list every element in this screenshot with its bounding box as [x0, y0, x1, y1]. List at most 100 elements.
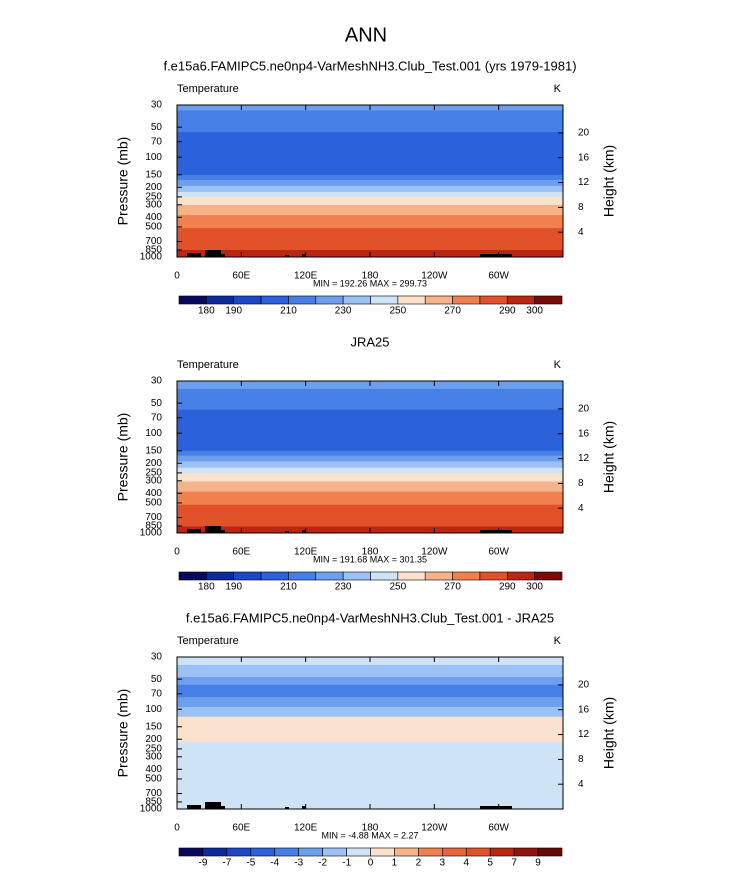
y2-axis-title: Height (km) [601, 145, 617, 217]
y2-tick-label: 20 [578, 404, 590, 415]
colorbar-label: 190 [225, 306, 242, 317]
contour-band [177, 684, 563, 698]
y2-tick-label: 16 [578, 152, 590, 163]
colorbar-label: -2 [318, 858, 327, 869]
x-tick-label: 120E [294, 547, 318, 558]
panel: f.e15a6.FAMIPC5.ne0np4-VarMeshNH3.Club_T… [115, 610, 617, 868]
y2-tick-label: 4 [578, 227, 584, 238]
colorbar-box [465, 847, 491, 857]
colorbar-label: 250 [390, 306, 407, 317]
y2-tick-label: 12 [578, 729, 590, 740]
x-tick-label: 0 [174, 823, 180, 834]
contour-band [177, 132, 563, 176]
x-tick-label: 60E [232, 271, 250, 282]
x-tick-label: 60E [232, 823, 250, 834]
y-tick-label: 30 [151, 652, 163, 663]
contour-band [177, 110, 563, 133]
colorbar-label: -3 [294, 858, 303, 869]
stats-label: MIN = 191.68 MAX = 301.35 [313, 554, 427, 564]
y-tick-label: 70 [151, 136, 163, 147]
y-tick-label: 150 [145, 169, 162, 180]
x-tick-label: 180 [362, 547, 379, 558]
colorbar-box [534, 295, 563, 305]
stats-label: MIN = -4.88 MAX = 2.27 [321, 830, 418, 840]
colorbar-box [479, 295, 508, 305]
colorbar-label: 180 [198, 582, 215, 593]
y2-tick-label: 4 [578, 779, 584, 790]
contour-band [177, 179, 563, 187]
colorbar-label: 290 [499, 306, 516, 317]
y-tick-label: 30 [151, 376, 163, 387]
y2-tick-label: 16 [578, 428, 590, 439]
contour-band [177, 706, 563, 718]
colorbar-box [534, 571, 563, 581]
topography [221, 254, 225, 257]
colorbar-box [418, 847, 443, 857]
y2-axis-title: Height (km) [601, 697, 617, 769]
x-tick-label: 120E [294, 271, 318, 282]
contour-band [177, 716, 563, 743]
y-tick-label: 150 [145, 445, 162, 456]
topography [221, 806, 225, 809]
y-axis-title: Pressure (mb) [115, 413, 131, 502]
colorbar-box [452, 295, 481, 305]
topography [205, 526, 221, 533]
topography [285, 255, 289, 257]
y2-tick-label: 4 [578, 503, 584, 514]
x-tick-label: 60E [232, 547, 250, 558]
stats-label: MIN = 192.26 MAX = 299.73 [313, 278, 427, 288]
x-tick-label: 120W [421, 271, 448, 282]
colorbar-label: 3 [440, 858, 446, 869]
contour-band [177, 461, 563, 469]
colorbar-box [537, 847, 563, 857]
colorbar-label: 230 [335, 582, 352, 593]
colorbar-box [178, 295, 207, 305]
colorbar-label: 230 [335, 306, 352, 317]
units-label: K [554, 83, 562, 95]
y-tick-label: 700 [145, 236, 162, 247]
y2-tick-label: 20 [578, 128, 590, 139]
contour-band [177, 455, 563, 462]
colorbar-box [226, 847, 252, 857]
colorbar-box [442, 847, 467, 857]
panel-title: f.e15a6.FAMIPC5.ne0np4-VarMeshNH3.Club_T… [186, 610, 554, 625]
colorbar-label: 0 [368, 858, 374, 869]
contour-band [177, 185, 563, 193]
topography [285, 531, 289, 533]
y-axis-title: Pressure (mb) [115, 689, 131, 778]
contour-band [177, 473, 563, 482]
colorbar-label: -9 [198, 858, 207, 869]
topography [187, 805, 201, 809]
x-tick-label: 180 [362, 823, 379, 834]
y-tick-label: 400 [145, 488, 162, 499]
y-tick-label: 200 [145, 458, 162, 469]
y-tick-label: 50 [151, 398, 163, 409]
topography [302, 806, 306, 809]
contour-band [177, 191, 563, 198]
topography [480, 530, 512, 533]
colorbar-label: 250 [390, 582, 407, 593]
y-tick-label: 850 [145, 521, 162, 532]
y-tick-label: 400 [145, 212, 162, 223]
x-tick-label: 120W [421, 823, 448, 834]
topography [221, 530, 225, 533]
colorbar-label: 4 [463, 858, 469, 869]
y-tick-label: 250 [145, 744, 162, 755]
y-tick-label: 70 [151, 412, 163, 423]
colorbar-label: 190 [225, 582, 242, 593]
colorbar-box [202, 847, 228, 857]
colorbar-box [315, 571, 344, 581]
colorbar-box [424, 571, 453, 581]
y-tick-label: 700 [145, 788, 162, 799]
colorbar-box [233, 571, 262, 581]
y-tick-label: 50 [151, 122, 163, 133]
colorbar-box [397, 571, 426, 581]
colorbar-box [260, 295, 289, 305]
y-tick-label: 300 [145, 199, 162, 210]
colorbar-label: 290 [499, 582, 516, 593]
colorbar-label: 7 [511, 858, 517, 869]
y-tick-label: 850 [145, 245, 162, 256]
y2-axis-title: Height (km) [601, 421, 617, 493]
panel-title: JRA25 [350, 334, 389, 349]
